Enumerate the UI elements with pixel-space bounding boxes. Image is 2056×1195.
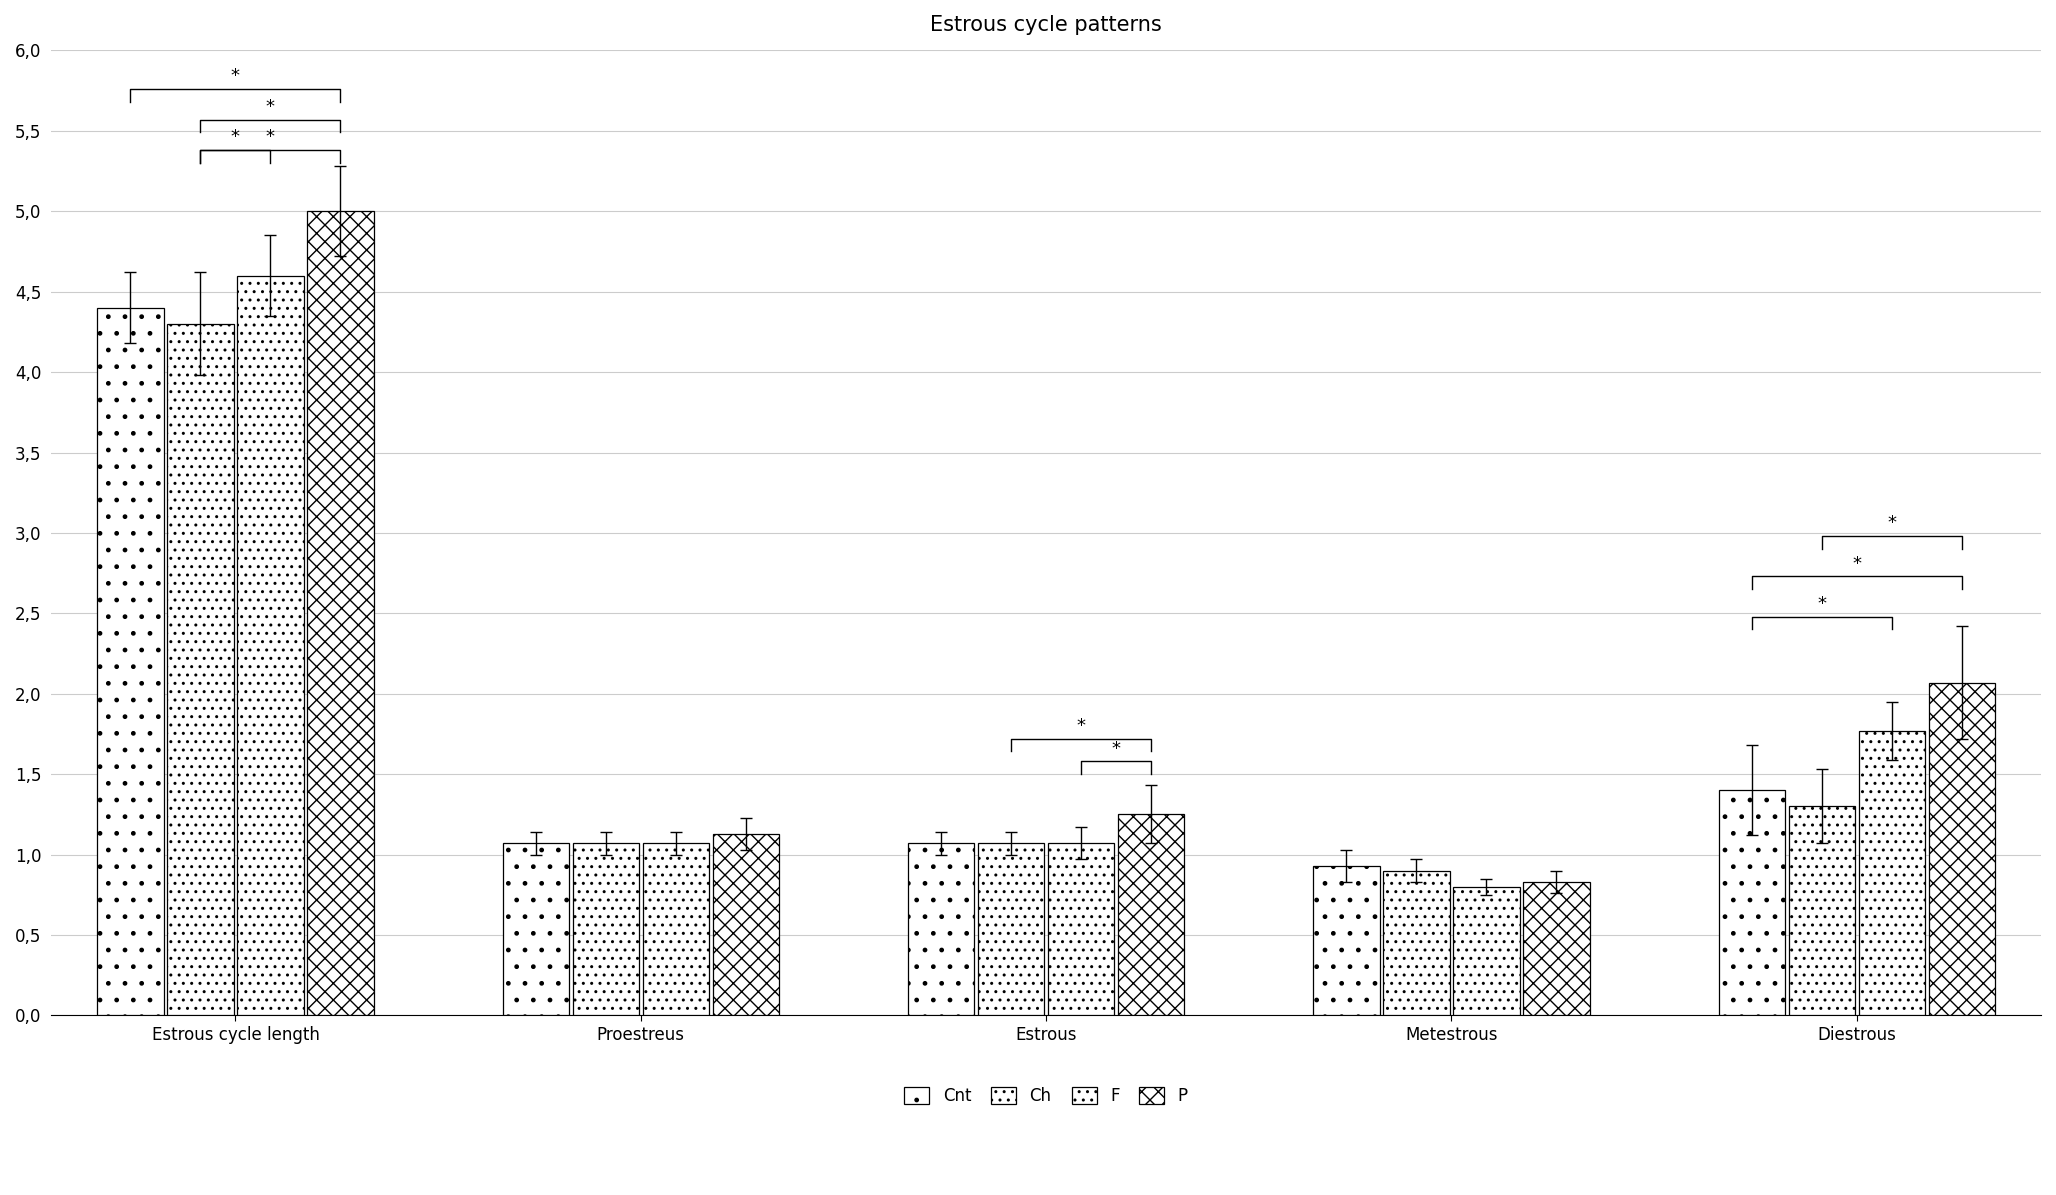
Bar — [1859, 731, 1924, 1016]
Bar — [574, 844, 639, 1016]
Text: *: * — [265, 128, 276, 147]
Bar — [1454, 887, 1519, 1016]
Bar — [1384, 871, 1449, 1016]
Bar — [644, 844, 709, 1016]
Text: *: * — [1818, 595, 1826, 613]
Bar — [1314, 866, 1380, 1016]
Text: *: * — [230, 128, 241, 147]
Text: *: * — [1887, 514, 1896, 533]
Bar — [1118, 814, 1184, 1016]
Text: *: * — [1852, 554, 1861, 572]
Bar — [909, 844, 975, 1016]
Bar — [1719, 790, 1785, 1016]
Text: *: * — [1112, 740, 1121, 758]
Bar — [167, 324, 234, 1016]
Bar — [713, 834, 779, 1016]
Bar — [502, 844, 570, 1016]
Text: *: * — [265, 98, 276, 116]
Bar — [1523, 882, 1589, 1016]
Bar — [97, 308, 164, 1016]
Text: *: * — [230, 67, 241, 85]
Bar — [1049, 844, 1114, 1016]
Title: Estrous cycle patterns: Estrous cycle patterns — [929, 16, 1162, 35]
Bar — [1929, 682, 1994, 1016]
Text: *: * — [1077, 717, 1086, 735]
Bar — [236, 276, 304, 1016]
Bar — [1789, 807, 1855, 1016]
Legend: Cnt, Ch, F, P: Cnt, Ch, F, P — [896, 1078, 1197, 1114]
Bar — [306, 212, 374, 1016]
Bar — [979, 844, 1044, 1016]
